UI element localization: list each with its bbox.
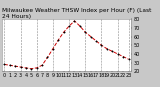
Text: Milwaukee Weather THSW Index per Hour (F) (Last 24 Hours): Milwaukee Weather THSW Index per Hour (F… xyxy=(2,8,151,19)
